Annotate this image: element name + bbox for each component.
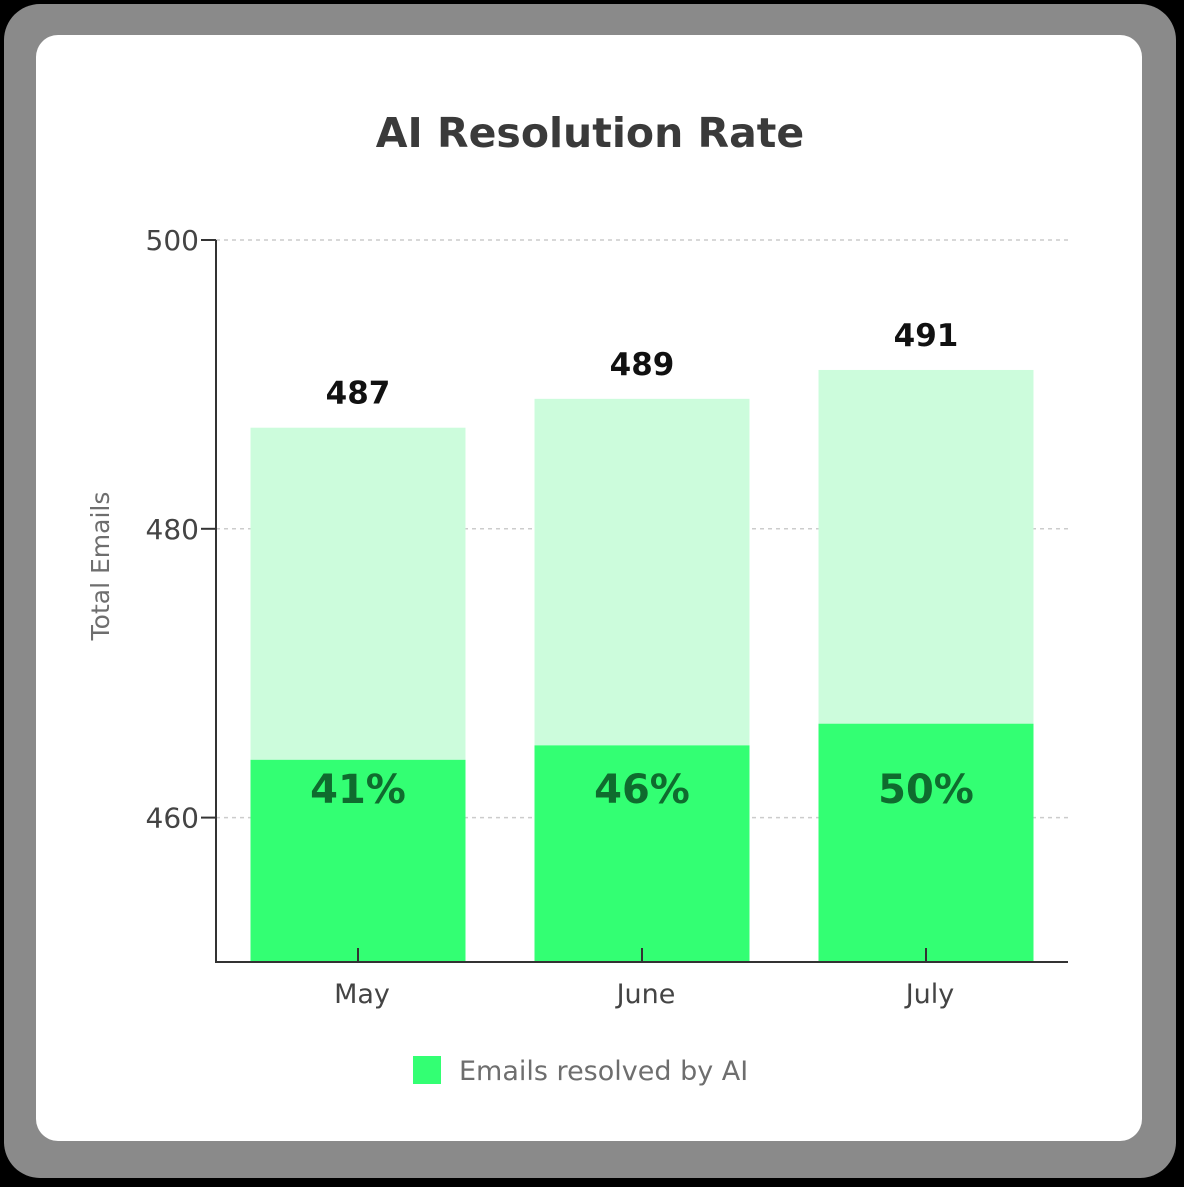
total-value-label: 487: [326, 376, 391, 412]
percent-label: 46%: [594, 767, 690, 813]
percent-label: 41%: [310, 767, 406, 813]
y-tick-label: 480: [146, 513, 199, 546]
axes: 460 480 500 May June July: [146, 224, 1068, 1010]
y-axis-label: Total Emails: [86, 492, 115, 642]
x-tick-label: June: [615, 979, 676, 1010]
total-value-label: 491: [894, 318, 959, 354]
bar-resolved: [534, 745, 750, 962]
y-tick-label: 460: [146, 802, 199, 835]
x-tick-label: May: [334, 979, 390, 1010]
chart-title: AI Resolution Rate: [376, 109, 804, 157]
bar-resolved: [250, 759, 466, 962]
legend-label: Emails resolved by AI: [459, 1056, 748, 1087]
legend: Emails resolved by AI: [413, 1056, 748, 1087]
bar-resolved: [818, 723, 1034, 962]
data-labels: 487 41% 489 46% 491 50%: [310, 318, 974, 813]
chart-card: AI Resolution Rate Total Emails 460 480 50…: [36, 35, 1142, 1141]
percent-label: 50%: [878, 767, 974, 813]
bar-chart: AI Resolution Rate Total Emails 460 480 50…: [86, 109, 1068, 1087]
x-tick-label: July: [904, 979, 955, 1010]
y-tick-label: 500: [146, 224, 199, 257]
legend-swatch: [413, 1056, 441, 1084]
total-value-label: 489: [610, 347, 675, 383]
bars: [250, 369, 1034, 963]
